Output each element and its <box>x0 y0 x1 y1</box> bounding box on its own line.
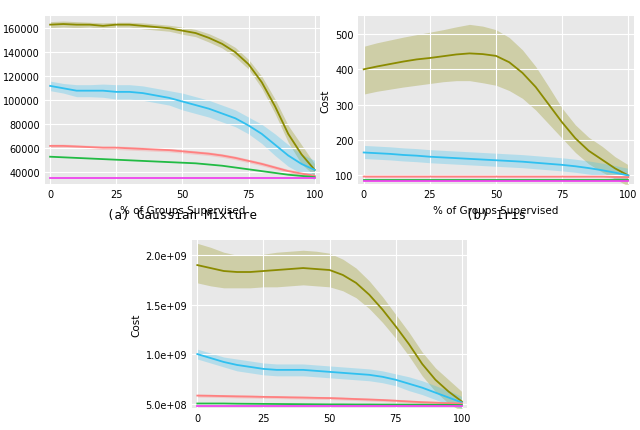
Text: (b) Iris: (b) Iris <box>466 209 526 221</box>
Y-axis label: Cost: Cost <box>321 89 331 113</box>
X-axis label: % of Groups Supervised: % of Groups Supervised <box>120 205 245 215</box>
Text: (a) Gaussian Mixture: (a) Gaussian Mixture <box>108 209 257 221</box>
X-axis label: % of Groups Supervised: % of Groups Supervised <box>433 205 559 215</box>
Y-axis label: Cost: Cost <box>131 313 141 336</box>
X-axis label: % of Groups Supervised: % of Groups Supervised <box>267 429 392 430</box>
